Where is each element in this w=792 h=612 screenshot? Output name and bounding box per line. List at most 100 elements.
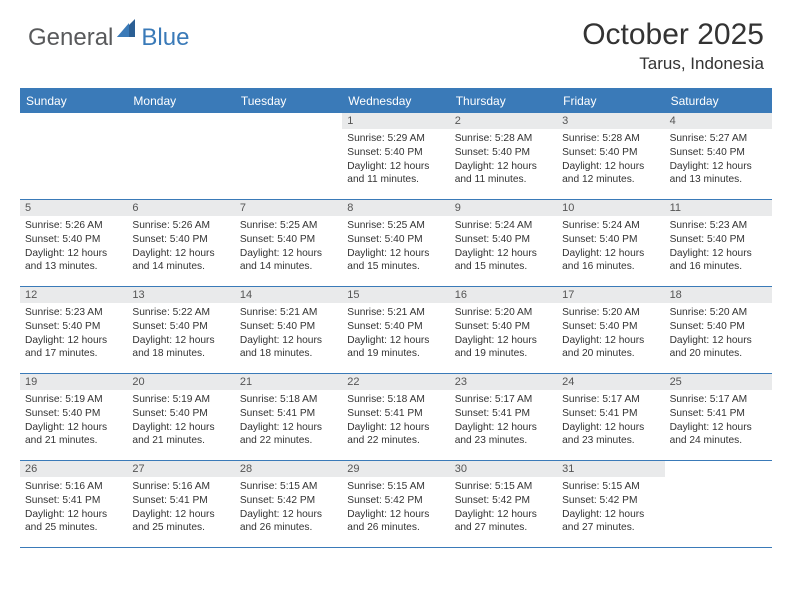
daylight-line: Daylight: 12 hours and 15 minutes.: [347, 247, 444, 275]
cell-body: Sunrise: 5:20 AMSunset: 5:40 PMDaylight:…: [450, 303, 557, 366]
day-number-bar: 8: [342, 200, 449, 216]
calendar-body: 1Sunrise: 5:29 AMSunset: 5:40 PMDaylight…: [20, 113, 772, 548]
daylight-line: Daylight: 12 hours and 12 minutes.: [562, 160, 659, 188]
sunset-line: Sunset: 5:41 PM: [455, 407, 552, 421]
cell-body: Sunrise: 5:20 AMSunset: 5:40 PMDaylight:…: [557, 303, 664, 366]
sunset-line: Sunset: 5:41 PM: [25, 494, 122, 508]
sunrise-line: Sunrise: 5:25 AM: [240, 219, 337, 233]
weekday-header: Tuesday: [235, 90, 342, 113]
sunset-line: Sunset: 5:40 PM: [562, 146, 659, 160]
sunrise-line: Sunrise: 5:23 AM: [25, 306, 122, 320]
cell-body: Sunrise: 5:19 AMSunset: 5:40 PMDaylight:…: [127, 390, 234, 453]
sunrise-line: Sunrise: 5:18 AM: [240, 393, 337, 407]
sunset-line: Sunset: 5:40 PM: [670, 233, 767, 247]
calendar-cell: 14Sunrise: 5:21 AMSunset: 5:40 PMDayligh…: [235, 287, 342, 373]
daylight-line: Daylight: 12 hours and 15 minutes.: [455, 247, 552, 275]
calendar-week: 12Sunrise: 5:23 AMSunset: 5:40 PMDayligh…: [20, 287, 772, 374]
sunset-line: Sunset: 5:40 PM: [240, 233, 337, 247]
calendar-cell: 5Sunrise: 5:26 AMSunset: 5:40 PMDaylight…: [20, 200, 127, 286]
day-number-bar: 16: [450, 287, 557, 303]
cell-body: Sunrise: 5:25 AMSunset: 5:40 PMDaylight:…: [342, 216, 449, 279]
calendar-cell: 25Sunrise: 5:17 AMSunset: 5:41 PMDayligh…: [665, 374, 772, 460]
sunset-line: Sunset: 5:40 PM: [132, 407, 229, 421]
calendar-cell: 2Sunrise: 5:28 AMSunset: 5:40 PMDaylight…: [450, 113, 557, 199]
sunrise-line: Sunrise: 5:26 AM: [25, 219, 122, 233]
sunrise-line: Sunrise: 5:17 AM: [670, 393, 767, 407]
daylight-line: Daylight: 12 hours and 18 minutes.: [132, 334, 229, 362]
cell-body: Sunrise: 5:15 AMSunset: 5:42 PMDaylight:…: [235, 477, 342, 540]
calendar-cell: [665, 461, 772, 547]
calendar: SundayMondayTuesdayWednesdayThursdayFrid…: [20, 88, 772, 548]
cell-body: Sunrise: 5:24 AMSunset: 5:40 PMDaylight:…: [557, 216, 664, 279]
sunrise-line: Sunrise: 5:15 AM: [562, 480, 659, 494]
daylight-line: Daylight: 12 hours and 13 minutes.: [25, 247, 122, 275]
daylight-line: Daylight: 12 hours and 21 minutes.: [25, 421, 122, 449]
daylight-line: Daylight: 12 hours and 21 minutes.: [132, 421, 229, 449]
calendar-cell: 19Sunrise: 5:19 AMSunset: 5:40 PMDayligh…: [20, 374, 127, 460]
sunset-line: Sunset: 5:40 PM: [670, 146, 767, 160]
sunrise-line: Sunrise: 5:20 AM: [562, 306, 659, 320]
calendar-cell: 4Sunrise: 5:27 AMSunset: 5:40 PMDaylight…: [665, 113, 772, 199]
sunset-line: Sunset: 5:41 PM: [347, 407, 444, 421]
cell-body: Sunrise: 5:28 AMSunset: 5:40 PMDaylight:…: [450, 129, 557, 192]
calendar-week: 19Sunrise: 5:19 AMSunset: 5:40 PMDayligh…: [20, 374, 772, 461]
day-number-bar-empty: [127, 113, 234, 129]
weekday-header: Monday: [127, 90, 234, 113]
calendar-cell: 6Sunrise: 5:26 AMSunset: 5:40 PMDaylight…: [127, 200, 234, 286]
sunrise-line: Sunrise: 5:21 AM: [240, 306, 337, 320]
day-number-bar: 9: [450, 200, 557, 216]
cell-body: Sunrise: 5:21 AMSunset: 5:40 PMDaylight:…: [235, 303, 342, 366]
cell-body: Sunrise: 5:17 AMSunset: 5:41 PMDaylight:…: [450, 390, 557, 453]
weekday-header: Wednesday: [342, 90, 449, 113]
calendar-cell: 15 Sunrise: 5:21 AMSunset: 5:40 PMDayligh…: [342, 287, 449, 373]
daylight-line: Daylight: 12 hours and 25 minutes.: [132, 508, 229, 536]
day-number-bar: 11: [665, 200, 772, 216]
daylight-line: Daylight: 12 hours and 14 minutes.: [132, 247, 229, 275]
calendar-cell: 26Sunrise: 5:16 AMSunset: 5:41 PMDayligh…: [20, 461, 127, 547]
sunset-line: Sunset: 5:40 PM: [455, 233, 552, 247]
daylight-line: Daylight: 12 hours and 20 minutes.: [562, 334, 659, 362]
day-number-bar: 23: [450, 374, 557, 390]
calendar-cell: 29Sunrise: 5:15 AMSunset: 5:42 PMDayligh…: [342, 461, 449, 547]
weekday-header: Sunday: [20, 90, 127, 113]
day-number-bar: 14: [235, 287, 342, 303]
day-number-bar: 18: [665, 287, 772, 303]
sunrise-line: Sunrise: 5:24 AM: [455, 219, 552, 233]
weekday-header-row: SundayMondayTuesdayWednesdayThursdayFrid…: [20, 90, 772, 113]
sunset-line: Sunset: 5:42 PM: [562, 494, 659, 508]
calendar-cell: 23Sunrise: 5:17 AMSunset: 5:41 PMDayligh…: [450, 374, 557, 460]
sunrise-line: Sunrise: 5:20 AM: [455, 306, 552, 320]
calendar-cell: [20, 113, 127, 199]
daylight-line: Daylight: 12 hours and 13 minutes.: [670, 160, 767, 188]
sunrise-line: Sunrise: 5:24 AM: [562, 219, 659, 233]
header: General Blue October 2025 Tarus, Indones…: [0, 0, 792, 82]
day-number-bar: 10: [557, 200, 664, 216]
sunset-line: Sunset: 5:41 PM: [670, 407, 767, 421]
day-number-bar: 27: [127, 461, 234, 477]
sunset-line: Sunset: 5:40 PM: [132, 233, 229, 247]
cell-body: Sunrise: 5:18 AMSunset: 5:41 PMDaylight:…: [235, 390, 342, 453]
calendar-cell: 24Sunrise: 5:17 AMSunset: 5:41 PMDayligh…: [557, 374, 664, 460]
day-number-bar: 3: [557, 113, 664, 129]
sunset-line: Sunset: 5:40 PM: [347, 320, 444, 334]
sunrise-line: Sunrise: 5:19 AM: [25, 393, 122, 407]
sunrise-line: Sunrise: 5:28 AM: [562, 132, 659, 146]
calendar-cell: [235, 113, 342, 199]
day-number-bar: 15: [342, 287, 449, 303]
day-number-bar: 24: [557, 374, 664, 390]
calendar-cell: 13Sunrise: 5:22 AMSunset: 5:40 PMDayligh…: [127, 287, 234, 373]
sunrise-line: Sunrise: 5:21 AM: [347, 306, 444, 320]
calendar-cell: 7Sunrise: 5:25 AMSunset: 5:40 PMDaylight…: [235, 200, 342, 286]
day-number-bar: 12: [20, 287, 127, 303]
daylight-line: Daylight: 12 hours and 19 minutes.: [347, 334, 444, 362]
daylight-line: Daylight: 12 hours and 23 minutes.: [455, 421, 552, 449]
logo-text-general: General: [28, 24, 113, 52]
sunrise-line: Sunrise: 5:29 AM: [347, 132, 444, 146]
calendar-cell: 22Sunrise: 5:18 AMSunset: 5:41 PMDayligh…: [342, 374, 449, 460]
weekday-header: Thursday: [450, 90, 557, 113]
sunset-line: Sunset: 5:41 PM: [562, 407, 659, 421]
calendar-cell: 20Sunrise: 5:19 AMSunset: 5:40 PMDayligh…: [127, 374, 234, 460]
day-number-bar: 2: [450, 113, 557, 129]
daylight-line: Daylight: 12 hours and 25 minutes.: [25, 508, 122, 536]
cell-body: Sunrise: 5:25 AMSunset: 5:40 PMDaylight:…: [235, 216, 342, 279]
